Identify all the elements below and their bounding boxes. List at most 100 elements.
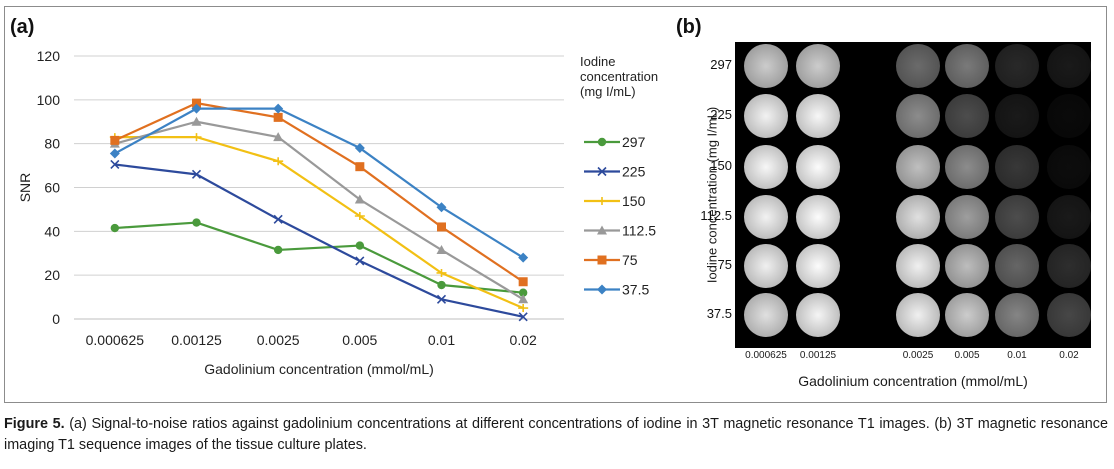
y-tick-label: 120	[37, 48, 61, 64]
mri-col-label: 0.000625	[745, 350, 787, 361]
mri-row-label: 297	[710, 57, 732, 72]
data-point	[354, 194, 365, 204]
mri-plate-image	[735, 42, 1091, 348]
mri-well	[744, 145, 788, 189]
data-point	[273, 214, 283, 224]
data-point	[355, 256, 365, 266]
mri-well	[896, 195, 940, 239]
panel-a-label: (a)	[10, 16, 35, 38]
mri-col-label: 0.02	[1059, 350, 1079, 361]
data-point	[518, 304, 529, 313]
legend-label: 225	[622, 164, 646, 180]
data-point	[191, 133, 202, 142]
mri-col-label: 0.005	[954, 350, 980, 361]
x-tick-label: 0.0025	[257, 332, 300, 348]
mri-well	[796, 293, 840, 337]
y-tick-label: 80	[44, 136, 60, 152]
mri-well	[744, 44, 788, 88]
mri-well	[945, 44, 989, 88]
mri-well	[796, 94, 840, 138]
mri-well	[945, 244, 989, 288]
legend-title-line: (mg I/mL)	[580, 84, 636, 99]
data-point	[436, 294, 447, 304]
data-point	[192, 98, 201, 108]
mri-row-labels: 297 225 150 112.5 75 37.5	[684, 42, 732, 348]
legend-item: 297	[584, 134, 646, 150]
mri-col-label: 0.00125	[799, 350, 837, 361]
legend-marker	[597, 197, 607, 205]
x-tick-label: 0.01	[428, 332, 455, 348]
mri-well	[1047, 244, 1091, 288]
legend-item: 112.5	[584, 223, 656, 239]
data-point	[192, 218, 201, 227]
mri-row-label: 112.5	[700, 208, 732, 223]
series-line	[114, 135, 524, 310]
legend-item: 150	[584, 193, 646, 209]
legend-label: 150	[622, 193, 646, 209]
data-point	[355, 241, 365, 250]
data-point	[437, 222, 446, 232]
mri-well	[995, 94, 1039, 138]
panel-b-label: (b)	[676, 16, 702, 38]
series-line	[114, 102, 524, 283]
y-tick-label: 0	[52, 311, 60, 327]
figure-caption: Figure 5. (a) Signal-to-noise ratios aga…	[4, 414, 1108, 456]
y-axis-title: SNR	[17, 173, 33, 203]
legend-marker	[597, 255, 607, 265]
mri-well	[744, 94, 788, 138]
data-point	[110, 159, 120, 170]
legend-item: 225	[584, 164, 646, 180]
mri-well	[796, 44, 840, 88]
data-point	[355, 162, 365, 172]
data-point	[437, 280, 446, 290]
mri-well	[896, 293, 940, 337]
series-line	[114, 107, 524, 259]
x-tick-label: 0.02	[510, 332, 537, 348]
mri-well	[896, 44, 940, 88]
y-tick-label: 60	[44, 180, 60, 196]
x-tick-label: 0.005	[342, 332, 377, 348]
series-line	[114, 221, 524, 294]
x-tick-label: 0.000625	[86, 332, 145, 348]
legend-label: 112.5	[622, 223, 656, 239]
legend-marker	[597, 225, 607, 235]
data-point	[273, 157, 284, 166]
data-point	[191, 169, 202, 179]
y-tick-label: 100	[37, 92, 61, 108]
series-225	[110, 159, 528, 322]
x-axis-title: Gadolinium concentration (mmol/mL)	[204, 361, 434, 377]
mri-well	[896, 244, 940, 288]
data-point	[518, 252, 529, 263]
mri-well	[744, 244, 788, 288]
mri-well	[945, 195, 989, 239]
mri-well	[945, 293, 989, 337]
mri-well	[995, 195, 1039, 239]
mri-well	[1047, 195, 1091, 239]
figure-frame	[4, 6, 1107, 403]
legend-title-line: concentration	[580, 69, 658, 84]
mri-well	[796, 145, 840, 189]
series-line	[114, 120, 524, 301]
mri-well	[995, 244, 1039, 288]
mri-row-label: 150	[710, 158, 732, 173]
legend-item: 75	[584, 252, 638, 268]
mri-col-label: 0.01	[1007, 350, 1027, 361]
mri-well	[796, 195, 840, 239]
x-tick-label: 0.00125	[171, 332, 222, 348]
mri-row-label: 37.5	[706, 306, 732, 321]
y-tick-label: 20	[44, 267, 60, 283]
mri-col-label: 0.0025	[902, 350, 934, 361]
caption-label: Figure 5.	[4, 416, 65, 432]
mri-col-labels: 0.000625 0.00125 0.0025 0.005 0.01 0.02	[735, 350, 1091, 366]
data-point	[436, 202, 447, 213]
data-point	[354, 143, 365, 154]
data-point	[110, 223, 120, 233]
mri-well	[1047, 94, 1091, 138]
mri-well	[1047, 293, 1091, 337]
data-point	[518, 288, 528, 297]
data-point	[518, 277, 528, 287]
data-point	[109, 148, 120, 159]
snr-line-chart: 0 20 40 60 80 100 120 0.000625 0.00125 0.0025 0.00…	[17, 48, 658, 377]
data-point	[273, 112, 283, 122]
legend-marker	[597, 166, 607, 177]
